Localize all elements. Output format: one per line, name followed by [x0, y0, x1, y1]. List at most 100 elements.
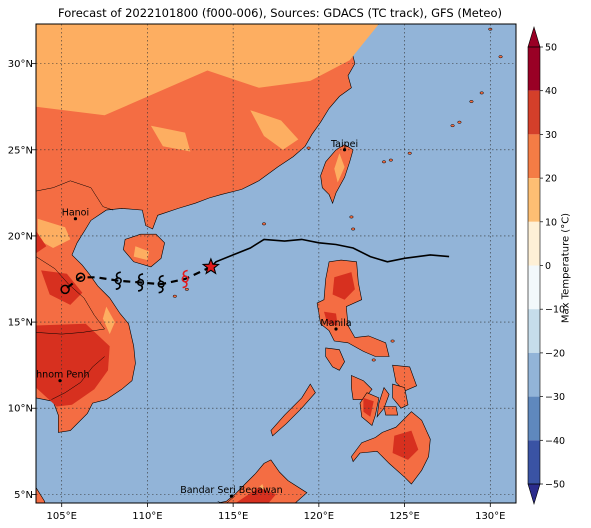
tick-label-lat: 30°N	[8, 59, 33, 70]
tick-label-lat: 10°N	[8, 404, 33, 415]
map-frame	[35, 23, 517, 504]
map-title: Forecast of 2022101800 (f000-006), Sourc…	[58, 6, 502, 20]
city-marker	[58, 379, 62, 383]
patch-hot-luzon	[332, 272, 355, 300]
tick-label-lon: 130°E	[475, 511, 505, 522]
island	[388, 158, 393, 162]
tick-label-lat: 5°N	[14, 490, 33, 501]
storm-eye	[136, 278, 145, 287]
island	[479, 91, 484, 95]
colorbar-segment	[528, 352, 540, 397]
land-mindoro	[325, 347, 345, 371]
colorbar-tick-label: 40	[545, 86, 557, 97]
storm-symbol	[136, 273, 145, 292]
storm-symbol	[114, 271, 122, 291]
city-marker	[229, 494, 234, 498]
patch-hot-borneo	[235, 487, 276, 503]
colorbar-label: Max Temperature (°C)	[560, 212, 572, 324]
tick-label-lat: 15°N	[8, 318, 33, 329]
low-pressure-symbol	[75, 272, 86, 283]
land-china	[36, 24, 380, 433]
storm-arm-bottom	[182, 281, 188, 289]
colorbar-segment	[528, 396, 540, 441]
country-border	[36, 180, 114, 211]
colorbar-segment	[528, 178, 540, 222]
country-border	[217, 495, 236, 503]
tick-label-lon: 115°E	[218, 511, 248, 522]
storm-arm-top	[138, 273, 144, 281]
land-temperature-layer	[36, 24, 503, 503]
patch-mild-vietnam	[102, 306, 115, 335]
island	[498, 55, 503, 59]
land-samar	[392, 364, 417, 392]
colorbar-extend-bottom	[527, 483, 541, 506]
island	[381, 160, 387, 164]
patch-mild-east	[150, 125, 191, 152]
colorbar-tick-label: −50	[545, 480, 565, 491]
tick-label-lon: 110°E	[132, 511, 162, 522]
tick-label-lat: 25°N	[8, 145, 33, 156]
land-cebu	[376, 386, 390, 418]
island	[261, 222, 267, 226]
patch-mild-taiwan	[334, 153, 345, 183]
colorbar-tick-label: −30	[545, 392, 565, 403]
patch-hot-negros	[363, 397, 374, 417]
storm-arm-top	[115, 271, 121, 279]
forecast-track-line	[64, 265, 212, 291]
land-borneo	[217, 459, 308, 503]
island	[469, 100, 474, 103]
map-gridlines	[36, 24, 516, 503]
map-axes: 105°E 110°E 115°E 120°E 125°E 130°E 5°N 10°N 15°…	[8, 59, 506, 522]
land-palawan	[270, 383, 316, 437]
storm-arm-bottom	[115, 282, 121, 291]
island	[184, 287, 189, 291]
colorbar-segment	[528, 265, 540, 310]
city-marker	[334, 327, 338, 331]
patch-mild-hainan	[133, 246, 150, 261]
storm-arm-bottom	[137, 284, 144, 292]
storm-arm-top	[158, 274, 164, 283]
storm-symbol	[181, 269, 189, 289]
island	[306, 146, 311, 150]
island	[351, 227, 356, 231]
colorbar-tick-label: 10	[545, 217, 557, 228]
tick-label-lon: 120°E	[304, 511, 334, 522]
colorbar-extend-top	[527, 25, 541, 48]
colorbar-tick-label: −20	[545, 348, 565, 359]
colorbar-segment	[528, 309, 540, 353]
city-label: Taipei	[330, 139, 358, 150]
patch-mild-north	[36, 24, 379, 116]
colorbar-tick-label: 30	[545, 130, 557, 141]
storm-arm-top	[182, 269, 188, 277]
tick-label-lon: 125°E	[389, 511, 419, 522]
city-labels: Taipei Hanoi Manila Phnom Penh Bandar Seri B…	[30, 139, 358, 498]
low-pressure-symbol	[60, 284, 70, 295]
colorbar-tick-label: 50	[545, 43, 557, 54]
colorbar-tick-label: −10	[545, 305, 565, 316]
country-border	[36, 256, 105, 330]
colorbar-segment	[528, 221, 540, 266]
patch-hot-mindanao	[392, 430, 419, 460]
storm-eye	[157, 280, 165, 288]
colorbar-segment	[528, 134, 540, 179]
city-label: Manila	[320, 318, 351, 329]
country-border	[51, 356, 105, 400]
colorbar-tick-label: −40	[545, 436, 565, 447]
city-label: Bandar Seri Begawan	[180, 485, 282, 496]
patch-hot-north-laos	[36, 230, 47, 254]
colorbar: 50 40 30 20 10 0 −10 −20 −30 −40 −50	[527, 25, 565, 506]
island	[371, 358, 376, 362]
city-label: Phnom Penh	[30, 370, 89, 381]
land-leyte	[392, 383, 409, 409]
storm-eye	[181, 275, 189, 283]
patch-mild-laos	[37, 218, 71, 248]
land-malay	[36, 486, 46, 503]
storm-symbol	[157, 274, 165, 294]
colorbar-segment	[528, 90, 540, 135]
island	[457, 120, 462, 124]
tick-label-lon: 105°E	[47, 511, 77, 522]
current-position-star	[201, 257, 220, 275]
island	[172, 294, 177, 298]
island	[349, 215, 354, 219]
